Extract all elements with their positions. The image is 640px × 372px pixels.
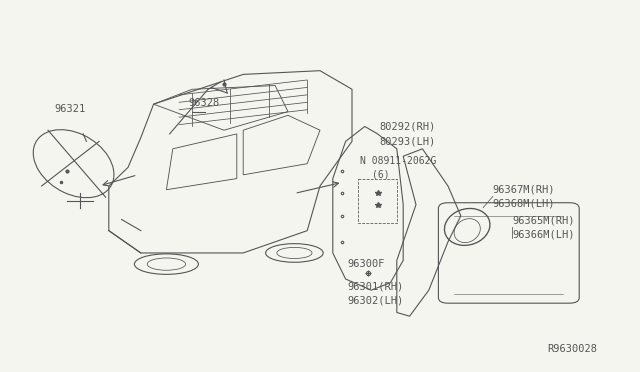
Text: R9630028: R9630028 (547, 343, 597, 353)
Text: 80292(RH): 80292(RH) (379, 121, 435, 131)
Text: 96301(RH): 96301(RH) (347, 281, 403, 291)
Text: 96321: 96321 (54, 103, 86, 113)
Text: (6): (6) (372, 170, 390, 180)
Text: 96365M(RH): 96365M(RH) (512, 215, 575, 225)
Text: 80293(LH): 80293(LH) (379, 136, 435, 146)
Text: 96302(LH): 96302(LH) (347, 295, 403, 305)
Text: 96300F: 96300F (347, 259, 385, 269)
Text: 96328: 96328 (189, 98, 220, 108)
Text: N 08911-2062G: N 08911-2062G (360, 156, 436, 166)
Text: 96368M(LH): 96368M(LH) (493, 198, 556, 208)
Text: 96367M(RH): 96367M(RH) (493, 185, 556, 195)
Text: 96366M(LH): 96366M(LH) (512, 229, 575, 239)
